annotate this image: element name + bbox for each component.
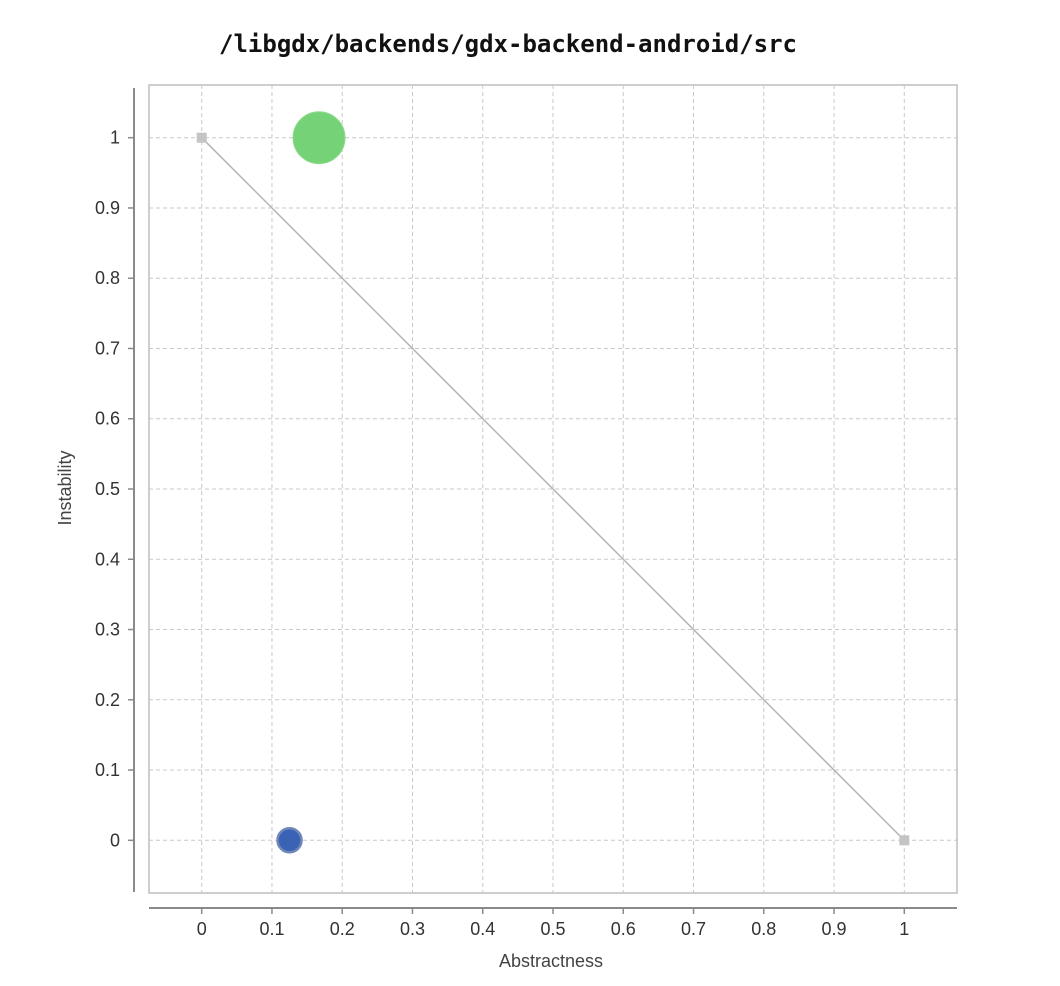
x-tick-label: 1 bbox=[899, 919, 909, 939]
x-axis-label: Abstractness bbox=[499, 951, 603, 971]
x-tick-label: 0.6 bbox=[611, 919, 636, 939]
x-tick-label: 0.5 bbox=[540, 919, 565, 939]
y-tick-label: 0.4 bbox=[95, 549, 120, 569]
y-tick-label: 0.5 bbox=[95, 479, 120, 499]
chart-title: /libgdx/backends/gdx-backend-android/src bbox=[219, 30, 797, 58]
x-tick-label: 0.8 bbox=[751, 919, 776, 939]
y-tick-label: 0.7 bbox=[95, 338, 120, 358]
y-tick-label: 0 bbox=[110, 830, 120, 850]
grid-lines bbox=[149, 85, 957, 893]
y-tick-label: 0.6 bbox=[95, 409, 120, 429]
y-tick-labels: 0 0.1 0.2 0.3 0.4 0.5 0.6 0.7 0.8 0.9 1 bbox=[95, 128, 134, 850]
data-point bbox=[292, 111, 346, 165]
main-sequence-line bbox=[201, 137, 905, 841]
main-sequence-endpoint bbox=[899, 835, 910, 846]
x-tick-label: 0.7 bbox=[681, 919, 706, 939]
x-tick-label: 0.4 bbox=[470, 919, 495, 939]
x-tick-label: 0.2 bbox=[330, 919, 355, 939]
y-tick-label: 0.9 bbox=[95, 198, 120, 218]
x-tick-labels: 0 0.1 0.2 0.3 0.4 0.5 0.6 0.7 0.8 0.9 1 bbox=[197, 908, 909, 939]
x-tick-label: 0.3 bbox=[400, 919, 425, 939]
x-tick-label: 0.1 bbox=[259, 919, 284, 939]
main-sequence-endpoints bbox=[196, 132, 910, 846]
data-point bbox=[276, 827, 303, 854]
y-tick-label: 0.8 bbox=[95, 268, 120, 288]
y-tick-label: 0.3 bbox=[95, 620, 120, 640]
x-tick-label: 0 bbox=[197, 919, 207, 939]
y-axis-label: Instability bbox=[55, 450, 75, 525]
x-tick-label: 0.9 bbox=[822, 919, 847, 939]
y-tick-label: 0.1 bbox=[95, 760, 120, 780]
y-tick-label: 1 bbox=[110, 128, 120, 148]
data-points bbox=[276, 111, 346, 854]
y-tick-label: 0.2 bbox=[95, 690, 120, 710]
main-sequence-endpoint bbox=[196, 132, 207, 143]
